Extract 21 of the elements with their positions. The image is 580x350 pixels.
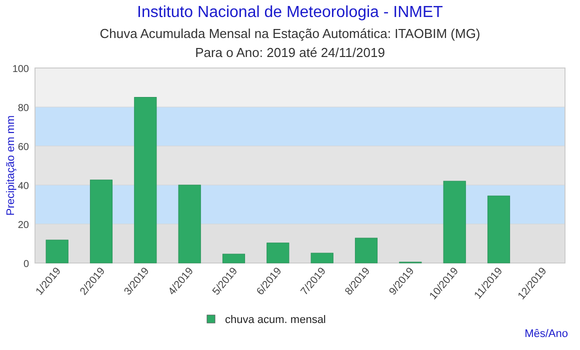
legend-label: chuva acum. mensal bbox=[225, 314, 326, 326]
bar bbox=[222, 254, 246, 264]
bar bbox=[90, 180, 113, 264]
chart-subtitle: Chuva Acumulada Mensal na Estação Automática: ITAOBIM (MG) Para o Ano: 2019 até 24/11/2019 bbox=[100, 26, 480, 60]
y-tick-label: 80 bbox=[18, 103, 30, 114]
bar bbox=[178, 184, 201, 264]
chart-title: Instituto Nacional de Meteorologia - INMET bbox=[137, 4, 444, 21]
bar bbox=[266, 242, 290, 264]
y-tick-label: 20 bbox=[18, 220, 30, 231]
bar bbox=[487, 196, 510, 264]
bar bbox=[46, 240, 68, 264]
bar bbox=[310, 252, 334, 264]
y-tick-label: 60 bbox=[18, 142, 30, 153]
y-tick-label: 40 bbox=[18, 181, 30, 192]
bar bbox=[134, 97, 157, 264]
bar bbox=[354, 238, 378, 264]
y-tick-label: 100 bbox=[12, 64, 30, 75]
y-axis-title: Precipitação em mm bbox=[5, 115, 17, 216]
x-axis-title: Mês/Ano bbox=[524, 328, 568, 340]
bar bbox=[443, 180, 466, 264]
y-tick-label: 0 bbox=[23, 259, 30, 270]
